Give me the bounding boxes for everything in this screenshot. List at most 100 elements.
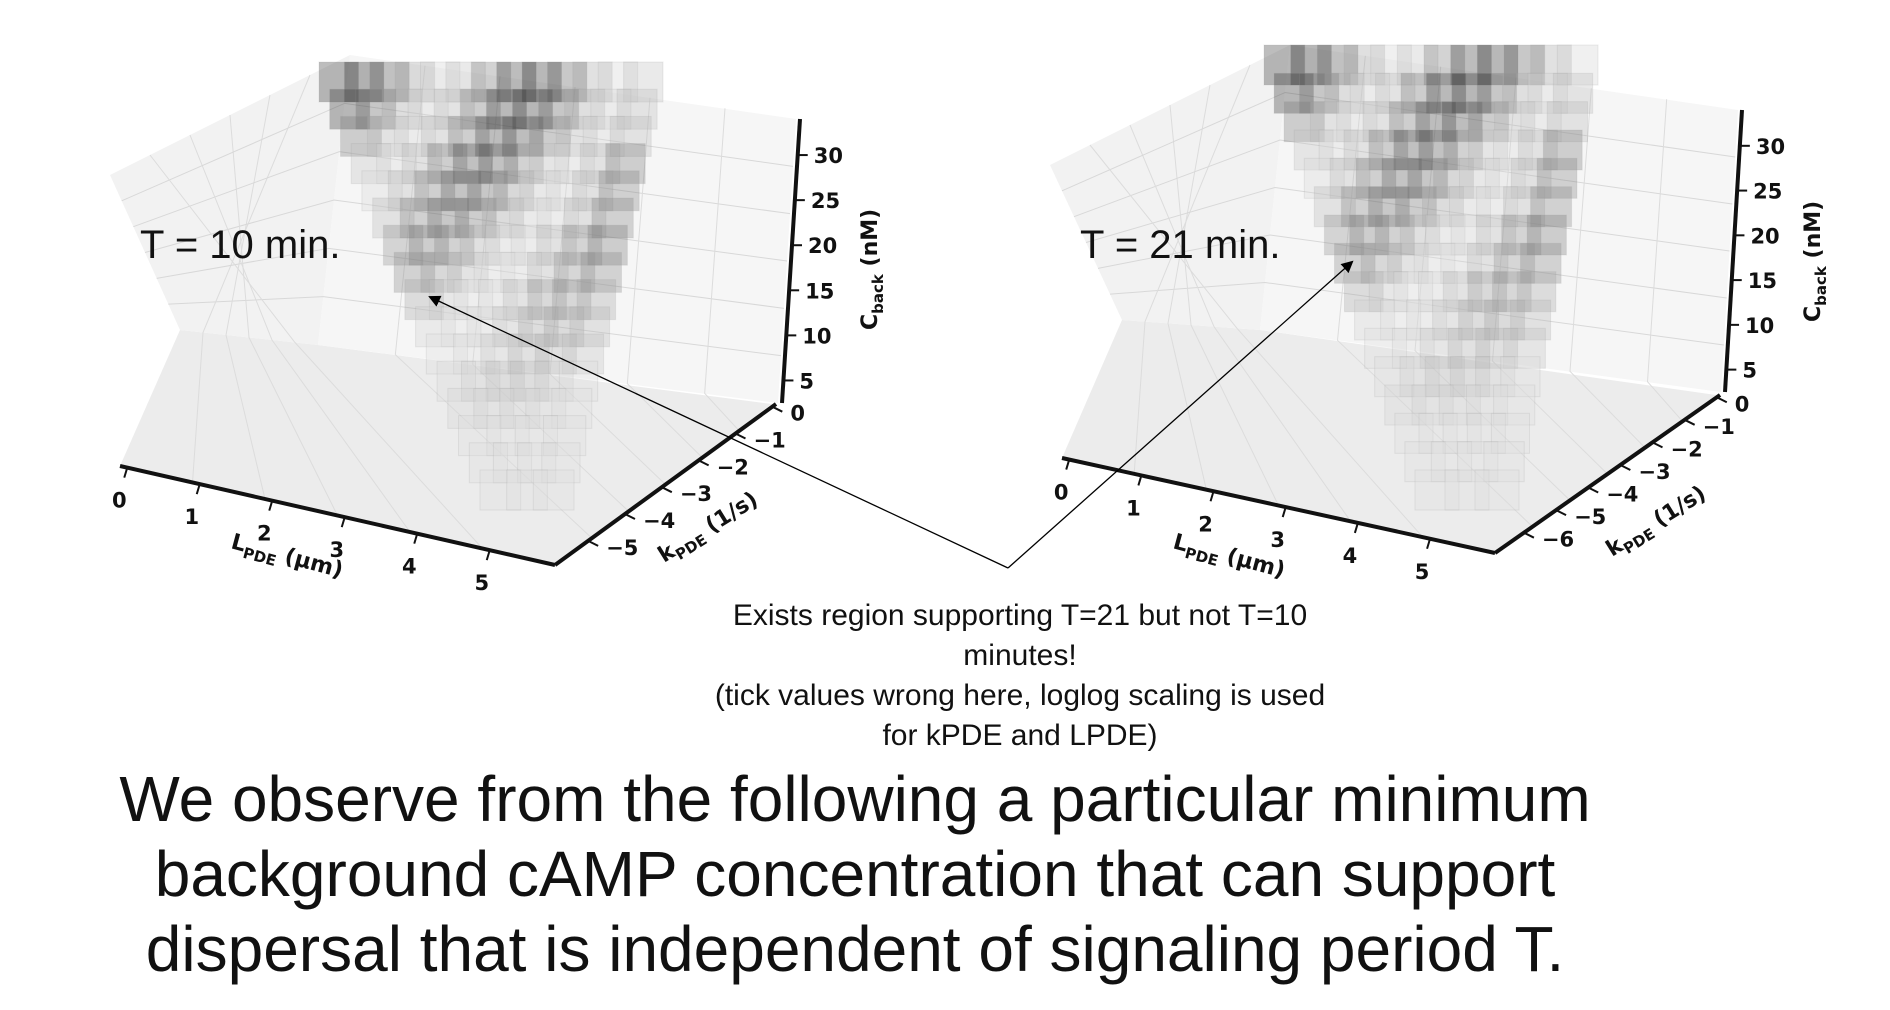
density-block [1374, 356, 1415, 398]
density-block [459, 224, 501, 266]
axis-lines [1061, 109, 1750, 555]
pane-back-walls [110, 55, 796, 565]
x-tick-label: 4 [1343, 544, 1358, 568]
density-block [440, 170, 482, 212]
density-block [1467, 271, 1508, 313]
y-tick-label: 0 [790, 402, 805, 426]
density-block [478, 279, 518, 321]
density-block [466, 170, 509, 212]
grid-line [704, 108, 740, 432]
y-tick-mark [698, 459, 710, 467]
density-block [1384, 384, 1427, 426]
density-block [1510, 299, 1552, 341]
grid-line [1133, 64, 1251, 474]
density-block [366, 115, 409, 157]
density-block [474, 115, 517, 157]
density-block [1323, 214, 1365, 256]
floor-pane [1062, 320, 1716, 553]
density-block [598, 170, 640, 212]
x-tick-label: 5 [1415, 560, 1430, 584]
density-block [580, 251, 622, 293]
density-block [1492, 271, 1532, 313]
density-block [440, 306, 482, 348]
density-block [1432, 299, 1474, 341]
density-block [1336, 101, 1378, 143]
grid-line [1646, 99, 1683, 422]
x-tick-label: 0 [112, 489, 127, 513]
density-block [1418, 271, 1458, 313]
density-block [420, 115, 463, 157]
density-block [481, 197, 525, 239]
density-block [485, 224, 526, 266]
density-block [536, 197, 579, 239]
density-block [1340, 186, 1383, 228]
grid-line [1085, 186, 1730, 252]
density-block [466, 306, 508, 348]
conclusion-line: We observe from the following a particul… [119, 763, 1591, 835]
density-block [407, 88, 449, 130]
grid-line [156, 247, 785, 309]
density-block [1293, 129, 1334, 171]
density-block [1444, 469, 1490, 511]
density-block [420, 61, 461, 103]
density-block [1520, 101, 1562, 143]
density-block [554, 143, 595, 185]
density-block [1490, 412, 1531, 454]
density-block [609, 115, 652, 157]
density-block [393, 115, 436, 157]
density-block [1502, 72, 1543, 114]
density-block [387, 170, 430, 212]
density-block [509, 360, 550, 402]
grid-line [626, 97, 703, 459]
density-block [1510, 157, 1552, 199]
density-block [501, 115, 544, 157]
density-block [1418, 412, 1458, 454]
arrow-to-t10 [428, 295, 1009, 569]
density-block [572, 61, 613, 103]
density-block [597, 61, 639, 103]
grid-line [1167, 84, 1211, 490]
x-tick-mark [1353, 522, 1359, 534]
x-axis-label: LPDE (μm) [227, 530, 345, 588]
density-block [473, 387, 515, 429]
density-block [551, 279, 592, 321]
density-block [408, 224, 450, 266]
density-block [1329, 157, 1371, 199]
density-block [329, 88, 371, 130]
density-block [433, 88, 475, 130]
density-block [500, 251, 542, 293]
density-block [1316, 44, 1359, 86]
density-block [1433, 157, 1474, 199]
density-block [452, 143, 493, 185]
density-block [1484, 157, 1526, 199]
density-block [1475, 327, 1519, 369]
right-pane [318, 55, 796, 403]
density-block [436, 360, 477, 402]
x-tick-mark [268, 500, 274, 511]
density-block [1476, 44, 1519, 86]
density-block [1501, 214, 1542, 256]
density-block [1364, 327, 1407, 369]
density-block [1530, 44, 1572, 86]
y-axis-line [553, 402, 778, 567]
density-block [415, 306, 456, 348]
y-tick-mark [1555, 509, 1567, 517]
y-tick-mark [735, 432, 746, 440]
density-block [605, 143, 646, 185]
conclusion-line: background cAMP concentration that can s… [154, 838, 1556, 910]
density-block [1391, 327, 1435, 369]
annotation-note: Exists region supporting T=21 but not T=… [640, 596, 1400, 756]
density-block [485, 360, 525, 402]
axis-lines [119, 118, 808, 567]
density-block [1375, 72, 1416, 114]
density-block [1476, 72, 1518, 114]
density-block [420, 251, 462, 293]
density-block [1343, 44, 1386, 86]
density-block [1354, 299, 1396, 341]
y-tick-label: 0 [1735, 392, 1750, 416]
volume-blocks [1263, 44, 1599, 511]
density-block [499, 387, 541, 429]
density-block [399, 197, 443, 239]
density-block [1425, 214, 1466, 256]
